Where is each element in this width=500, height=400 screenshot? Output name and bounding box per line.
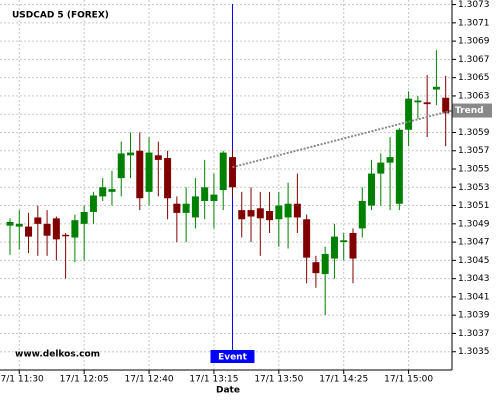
y-tick-label: 1.3059 bbox=[458, 128, 490, 138]
candle-body bbox=[340, 240, 348, 243]
candle-body bbox=[312, 262, 320, 274]
candle-body bbox=[293, 203, 301, 218]
candle-body bbox=[386, 157, 394, 163]
x-tick-label: 17/1 13:50 bbox=[254, 375, 303, 385]
y-tick-label: 1.3053 bbox=[458, 183, 490, 193]
y-tick-label: 1.3047 bbox=[458, 238, 490, 248]
candle-body bbox=[303, 219, 311, 258]
candle-body bbox=[52, 218, 60, 240]
candle-body bbox=[99, 187, 107, 197]
candle-body bbox=[34, 217, 42, 224]
x-tick-label: 17/1 12:05 bbox=[60, 375, 109, 385]
candle-body bbox=[256, 208, 264, 219]
y-tick-label: 1.3069 bbox=[458, 37, 490, 47]
candle-body bbox=[275, 205, 283, 220]
candle-body bbox=[15, 223, 23, 227]
candle-body bbox=[210, 194, 218, 201]
candle-body bbox=[191, 196, 199, 218]
x-tick-label: 17/1 11:30 bbox=[0, 375, 44, 385]
candle-body bbox=[442, 97, 450, 114]
candle-body bbox=[330, 236, 338, 259]
candle-body bbox=[164, 158, 172, 199]
candle-body bbox=[349, 232, 357, 259]
candle-body bbox=[247, 210, 255, 217]
y-tick-label: 1.3043 bbox=[458, 274, 490, 284]
x-tick-label: 17/1 13:15 bbox=[189, 375, 238, 385]
candle-body bbox=[25, 226, 33, 237]
chart-title: USDCAD 5 (FOREX) bbox=[12, 11, 109, 21]
x-tick-label: 17/1 15:00 bbox=[384, 375, 433, 385]
candle-body bbox=[6, 222, 14, 226]
trend-line bbox=[232, 109, 453, 169]
y-tick-label: 1.3071 bbox=[458, 18, 490, 28]
event-label-box bbox=[210, 350, 255, 363]
y-tick-label: 1.3067 bbox=[458, 55, 490, 65]
y-tick-label: 1.3065 bbox=[458, 73, 490, 83]
candle-body bbox=[117, 153, 125, 179]
candle-body bbox=[145, 152, 153, 192]
candle-body bbox=[395, 129, 403, 204]
candle-body bbox=[89, 195, 97, 212]
candle-body bbox=[219, 152, 227, 191]
candle-body bbox=[377, 162, 385, 174]
y-tick-label: 1.3041 bbox=[458, 292, 490, 302]
candle-body bbox=[238, 210, 246, 220]
candle-body bbox=[201, 187, 209, 201]
y-tick-label: 1.3049 bbox=[458, 219, 490, 229]
candle-body bbox=[432, 86, 440, 90]
candle-body bbox=[405, 98, 413, 130]
y-tick-label: 1.3063 bbox=[458, 91, 490, 101]
candle-body bbox=[228, 157, 236, 188]
candle-body bbox=[368, 173, 376, 206]
y-tick-label: 1.3051 bbox=[458, 201, 490, 211]
event-label: Event bbox=[218, 353, 248, 363]
candle-body bbox=[80, 211, 88, 224]
y-tick-label: 1.3057 bbox=[458, 146, 490, 156]
candle-body bbox=[414, 100, 422, 103]
candle-body bbox=[266, 211, 274, 221]
candle-body bbox=[62, 234, 70, 237]
candle-body bbox=[43, 223, 51, 236]
candle-body bbox=[358, 200, 366, 229]
trend-label: Trend bbox=[455, 106, 484, 116]
y-tick-label: 1.3055 bbox=[458, 165, 490, 175]
x-tick-label: 17/1 14:25 bbox=[319, 375, 368, 385]
x-axis-title: Date bbox=[216, 386, 240, 396]
candle-body bbox=[284, 203, 292, 218]
candle-body bbox=[423, 102, 431, 105]
y-tick-label: 1.3035 bbox=[458, 347, 490, 357]
y-tick-label: 1.3073 bbox=[458, 0, 490, 10]
y-tick-label: 1.3045 bbox=[458, 256, 490, 266]
x-tick-label: 17/1 12:40 bbox=[125, 375, 174, 385]
y-tick-label: 1.3039 bbox=[458, 311, 490, 321]
candle-body bbox=[127, 152, 135, 156]
candle-body bbox=[321, 253, 329, 275]
candle-body bbox=[136, 150, 144, 199]
candle-body bbox=[182, 203, 190, 213]
candle-body bbox=[154, 155, 162, 160]
candle-body bbox=[108, 189, 116, 192]
y-tick-label: 1.3037 bbox=[458, 329, 490, 339]
candle-body bbox=[173, 203, 181, 213]
trend-label-box bbox=[452, 103, 492, 118]
watermark: www.delkos.com bbox=[15, 350, 100, 360]
candle-body bbox=[71, 220, 79, 238]
